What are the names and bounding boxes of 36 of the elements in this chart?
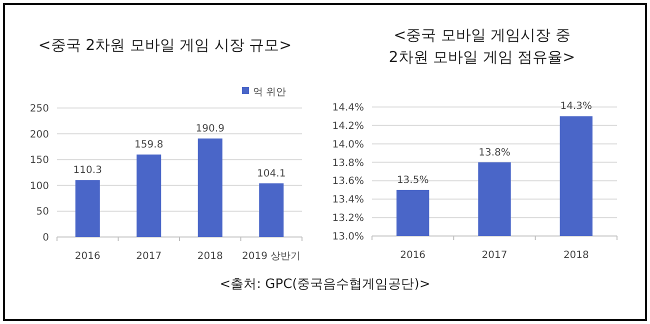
y-tick-label: 200 xyxy=(30,129,49,140)
text: <출처: GPC(중국음수협게임공단)> xyxy=(220,277,430,292)
chart-title: <중국 2차원 모바일 게임 시장 규모> xyxy=(38,36,292,54)
y-tick-label: 13.2% xyxy=(332,213,364,224)
data-label: 14.3% xyxy=(560,101,592,112)
x-tick-label: 2019 상반기 xyxy=(242,251,301,262)
x-tick-label: 2017 xyxy=(136,251,162,262)
y-tick-label: 13.8% xyxy=(332,158,364,169)
bar xyxy=(198,138,222,237)
y-tick-label: 0 xyxy=(42,232,49,244)
data-label: 13.8% xyxy=(478,147,510,158)
data-label: 190.9 xyxy=(196,123,224,134)
bar xyxy=(259,183,284,237)
y-tick-label: 14.4% xyxy=(332,102,364,114)
y-tick-label: 13.0% xyxy=(332,232,364,242)
bar xyxy=(75,180,100,237)
data-label: 110.3 xyxy=(73,165,102,176)
y-tick-label: 13.6% xyxy=(332,176,364,188)
x-tick-label: 2016 xyxy=(74,251,100,262)
data-label: 13.5% xyxy=(396,174,429,186)
y-tick-label: 14.2% xyxy=(332,120,364,132)
x-tick-label: 2016 xyxy=(400,250,426,261)
y-tick-label: 50 xyxy=(36,206,49,218)
y-tick-label: 150 xyxy=(30,155,49,166)
x-tick-label: 2017 xyxy=(482,250,508,261)
data-label: 104.1 xyxy=(257,168,286,180)
y-tick-label: 14.0% xyxy=(332,139,364,150)
y-tick-label: 250 xyxy=(30,104,49,114)
x-tick-label: 2018 xyxy=(197,251,223,262)
chart-title: <중국 모바일 게임시장 중 2차원 모바일 게임 점유율> xyxy=(388,26,576,66)
x-tick-label: 2018 xyxy=(563,250,589,261)
y-tick-label: 13.4% xyxy=(332,194,364,206)
legend-label: 억 위안 xyxy=(253,87,286,98)
data-label: 159.8 xyxy=(134,140,164,151)
y-tick-label: 100 xyxy=(30,180,49,192)
bar xyxy=(136,154,162,237)
